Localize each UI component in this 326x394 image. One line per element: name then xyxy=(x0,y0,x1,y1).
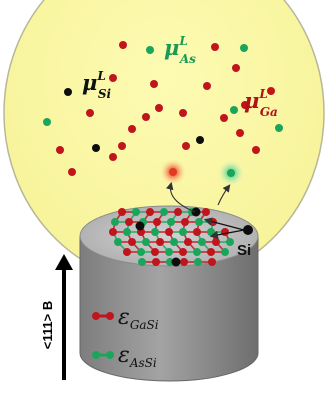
ga-liquid-atom xyxy=(150,80,158,88)
ga-surface-atom xyxy=(152,258,160,266)
ga-liquid-atom xyxy=(68,168,76,176)
ga-liquid-atom xyxy=(267,87,275,95)
as-surface-atom xyxy=(132,208,140,216)
mu-as-label: μL As xyxy=(164,34,196,66)
ga-surface-atom xyxy=(179,248,187,256)
up-arrow-icon xyxy=(55,254,73,380)
ga-liquid-atom xyxy=(211,43,219,51)
ga-liquid-atom xyxy=(118,142,126,150)
as-liquid-atom xyxy=(43,118,51,126)
as-liquid-atom xyxy=(230,106,238,114)
ga-surface-atom xyxy=(109,228,117,236)
as-surface-atom xyxy=(142,238,150,246)
as-surface-atom xyxy=(226,238,234,246)
ga-liquid-atom xyxy=(203,82,211,90)
as-surface-atom xyxy=(194,258,202,266)
liquid-atoms xyxy=(43,41,283,176)
ga-liquid-atom xyxy=(142,113,150,121)
ga-surface-atom xyxy=(153,218,161,226)
as-surface-atom xyxy=(138,258,146,266)
ga-liquid-atom xyxy=(236,129,244,137)
ga-surface-atom xyxy=(118,208,126,216)
as-surface-atom xyxy=(114,238,122,246)
as-surface-atom xyxy=(179,228,187,236)
as-surface-atom xyxy=(160,208,168,216)
as-surface-atom xyxy=(193,248,201,256)
si-pointer-arrow-2 xyxy=(209,229,245,240)
as-surface-atom xyxy=(167,218,175,226)
as-surface-atom xyxy=(221,248,229,256)
as-surface-atom xyxy=(195,218,203,226)
ga-surface-atom xyxy=(180,258,188,266)
as-surface-atom xyxy=(198,238,206,246)
ga-surface-atom xyxy=(156,238,164,246)
ga-surface-atom xyxy=(221,228,229,236)
si-surface-atom xyxy=(171,257,181,267)
ga-liquid-atom xyxy=(220,114,228,122)
ga-surface-atom xyxy=(165,228,173,236)
ga-liquid-atom xyxy=(241,101,249,109)
ga-surface-atom xyxy=(123,248,131,256)
ga-liquid-atom xyxy=(182,142,190,150)
ga-surface-atom xyxy=(125,218,133,226)
si-liquid-atom xyxy=(64,88,72,96)
as-surface-atom xyxy=(207,228,215,236)
ga-liquid-atom xyxy=(119,41,127,49)
as-surface-atom xyxy=(111,218,119,226)
si-surface-atom xyxy=(135,221,145,231)
ga-surface-atom xyxy=(212,238,220,246)
ga-liquid-atom xyxy=(179,109,187,117)
as-surface-atom xyxy=(170,238,178,246)
si-label: Si xyxy=(237,242,251,259)
ga-surface-atom xyxy=(151,248,159,256)
ga-surface-atom xyxy=(202,208,210,216)
ga-surface-atom xyxy=(184,238,192,246)
red-desorption-arrow xyxy=(165,181,196,213)
ga-surface-atom xyxy=(193,228,201,236)
ga-surface-atom xyxy=(208,258,216,266)
as-surface-atom xyxy=(151,228,159,236)
as-liquid-atom xyxy=(275,124,283,132)
ga-surface-atom xyxy=(128,238,136,246)
as-surface-atom xyxy=(137,248,145,256)
ga-liquid-atom xyxy=(109,74,117,82)
as-liquid-atom xyxy=(146,46,154,54)
si-liquid-atom xyxy=(92,144,100,152)
si-atom-marker xyxy=(243,225,253,235)
ga-liquid-atom xyxy=(109,153,117,161)
ga-surface-atom xyxy=(174,208,182,216)
si-pointer-arrow-1 xyxy=(203,217,245,231)
ga-surface-atom xyxy=(181,218,189,226)
ga-liquid-atom xyxy=(56,146,64,154)
si-liquid-atom xyxy=(196,136,204,144)
ga-liquid-atom xyxy=(252,146,260,154)
growth-direction-label: <111> B xyxy=(40,301,55,349)
as-surface-atom xyxy=(165,248,173,256)
ga-liquid-atom xyxy=(155,104,163,112)
green-bond-swatch-icon xyxy=(92,351,114,359)
si-surface-atom xyxy=(191,207,201,217)
ga-liquid-atom xyxy=(86,109,94,117)
as-liquid-atom xyxy=(240,44,248,52)
ga-liquid-atom xyxy=(232,64,240,72)
as-surface-atom xyxy=(123,228,131,236)
mu-ga-label: μL Ga xyxy=(244,87,278,119)
epsilon-gasi-label: εGaSi xyxy=(118,305,159,332)
red-bond-swatch-icon xyxy=(92,312,114,320)
green-desorption-arrow xyxy=(217,184,231,206)
epsilon-assi-label: εAsSi xyxy=(118,343,157,370)
ga-liquid-atom xyxy=(128,125,136,133)
ga-surface-atom xyxy=(207,248,215,256)
nanowire-body xyxy=(79,235,259,382)
mu-si-label: μL Si xyxy=(82,69,111,101)
ga-surface-atom xyxy=(146,208,154,216)
